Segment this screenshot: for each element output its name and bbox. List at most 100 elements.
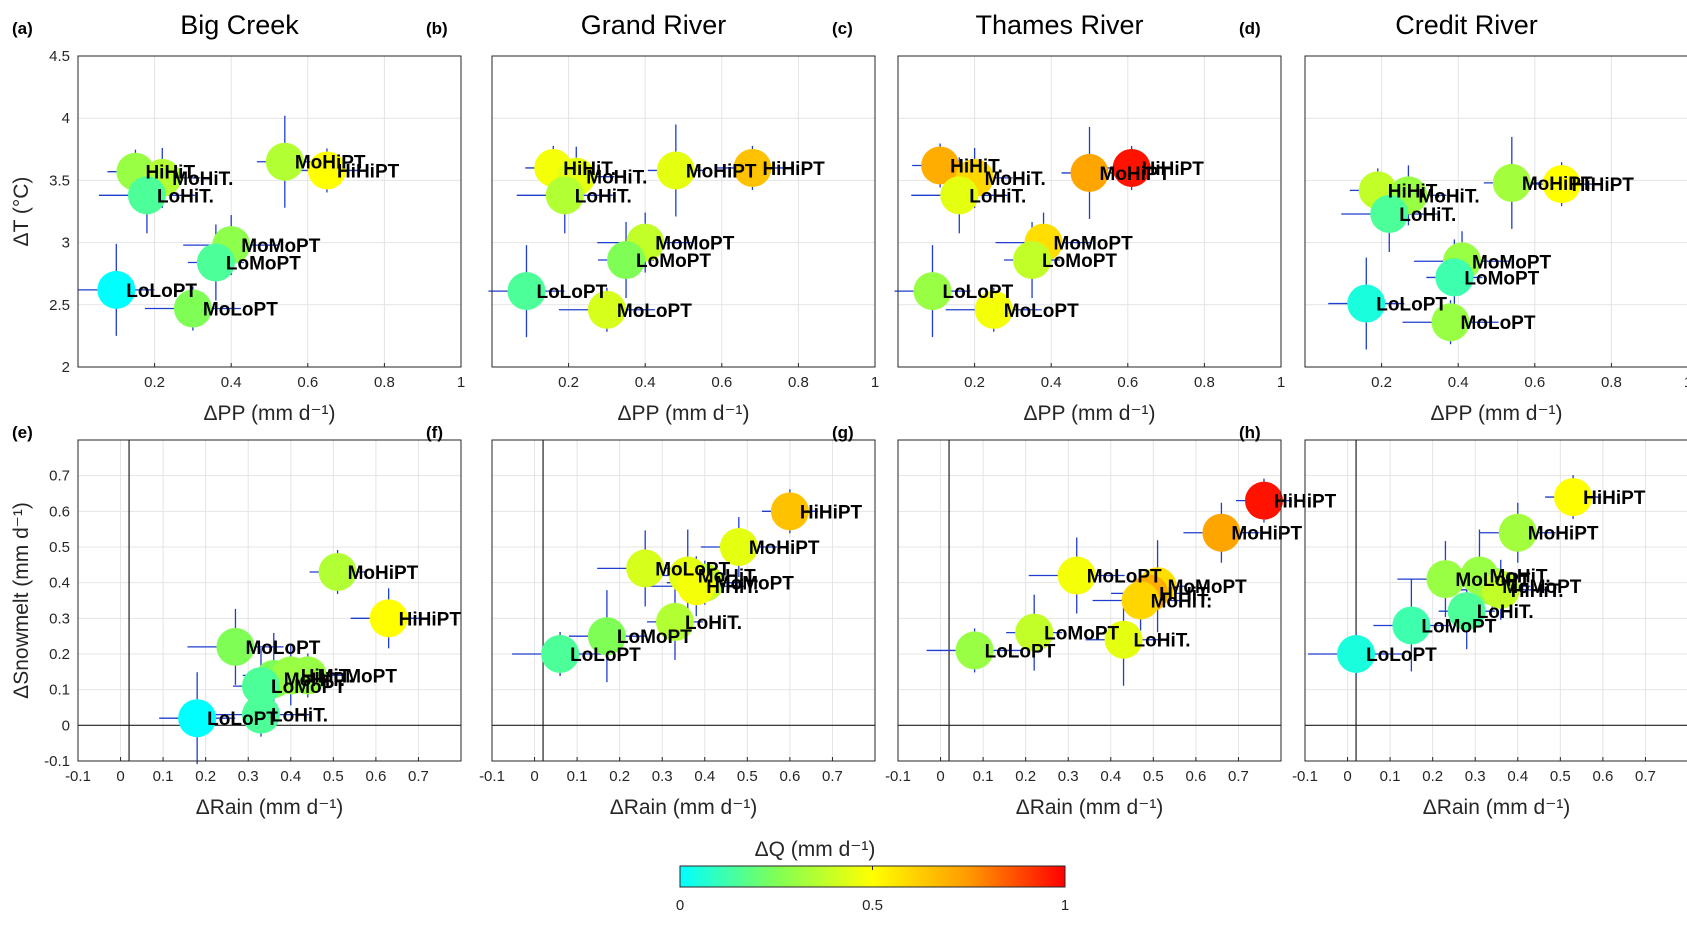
data-point-HiHiPT	[1554, 478, 1593, 517]
x-tick-label: 0.4	[280, 768, 301, 785]
x-tick-label: -0.1	[479, 768, 505, 785]
colorbar-ticks: 0 0.5 1	[676, 866, 1069, 914]
x-tick-label: 0.6	[779, 768, 800, 785]
panel-title: Big Creek	[180, 10, 299, 40]
point-label: MoHiT.	[172, 169, 233, 190]
point-label: MoHiT.	[985, 169, 1046, 190]
x-tick-label: 0.3	[238, 768, 259, 785]
data-point-LoLoPT	[913, 272, 952, 311]
point-label: LoHiT.	[685, 613, 742, 634]
panel-h: HiHiPT MoHiPT MoLoPTMoHiT.MoMoPTHiHiT.LoHi…	[1239, 423, 1687, 819]
x-tick-label: 0.2	[1422, 768, 1443, 785]
data-point-LoLoPT	[541, 635, 580, 673]
x-tick-label: 0.6	[1117, 374, 1138, 391]
x-tick-label: 0.3	[1058, 768, 1079, 785]
data-point-LoLoPT	[1337, 635, 1376, 673]
point-label: LoLoPT	[570, 645, 641, 666]
data-point-HiHiT	[271, 656, 310, 695]
panel-letter: (a)	[12, 19, 33, 38]
point-label: LoMoPT	[1421, 616, 1496, 637]
panel-letter: (c)	[832, 19, 853, 38]
point-label: MoLoPT	[1455, 570, 1530, 591]
x-tick-label: 0.4	[635, 374, 656, 391]
point-label: MoHiT.	[1489, 567, 1550, 588]
data-point-MoLoPT	[1431, 303, 1470, 342]
data-point-LoMoPT	[241, 667, 280, 706]
data-point-LoHiT	[545, 176, 584, 215]
y-tick-label: 3.5	[49, 172, 70, 189]
x-tick-label: 0.1	[567, 768, 588, 785]
plot-frame	[1304, 439, 1687, 762]
point-label: MoLoPT	[655, 559, 730, 580]
point-label: LoHiT.	[271, 706, 328, 727]
x-axis-label: ΔPP (mm d⁻¹)	[1430, 402, 1562, 425]
x-tick-label: 0.8	[1194, 374, 1215, 391]
point-label: LoLoPT	[1376, 295, 1447, 316]
point-label: LoLoPT	[1366, 645, 1437, 666]
point-label: LoMoPT	[636, 251, 711, 272]
y-tick-label: 4	[62, 110, 70, 127]
data-point-LoMoPT	[1015, 613, 1054, 652]
x-tick-label: 0	[116, 768, 124, 785]
point-label: HiHiPT	[1583, 488, 1646, 509]
point-label: MoMoPT	[715, 574, 795, 595]
y-tick-label: 0.6	[49, 503, 70, 520]
x-tick-label: 0.2	[1015, 768, 1036, 785]
point-label: HiHiT.	[563, 159, 616, 180]
data-point-LoLoPT	[507, 272, 546, 311]
plot-frame	[897, 439, 1282, 762]
x-tick-label: 0.6	[711, 374, 732, 391]
x-tick-label: 0.1	[1380, 768, 1401, 785]
y-tick-label: 0.5	[49, 539, 70, 556]
point-label: HiHiT.	[301, 666, 354, 687]
data-point-HiHiPT	[1244, 481, 1283, 520]
point-label: LoMoPT	[617, 627, 692, 648]
x-tick-label: 1	[871, 374, 879, 391]
data-point-LoLoPT	[1347, 284, 1386, 323]
y-tick-label: 0.1	[49, 682, 70, 699]
point-label: MoLoPT	[1004, 301, 1079, 322]
point-label: HiHiPT	[762, 159, 825, 180]
point-label: LoLoPT	[126, 281, 197, 302]
point-label: HiHiPT	[800, 502, 863, 523]
data-point-LoMoPT	[196, 243, 235, 282]
x-tick-label: 0.5	[323, 768, 344, 785]
y-tick-label: 2	[62, 359, 70, 376]
y-tick-label: 0.2	[49, 646, 70, 663]
data-point-MoLoPT	[216, 627, 255, 666]
x-tick-label: 0	[530, 768, 538, 785]
plot-frame	[1304, 55, 1687, 368]
data-point-LoMoPT	[587, 617, 626, 656]
colorbar-tick-label: 0.5	[862, 897, 883, 914]
data-point-LoMoPT	[1013, 241, 1052, 280]
point-label: HiHiPT	[1572, 175, 1635, 196]
point-label: MoMoPT	[1502, 577, 1582, 598]
x-tick-label: 0.4	[1041, 374, 1062, 391]
x-tick-label: 0.7	[1635, 768, 1656, 785]
panel-letter: (d)	[1239, 19, 1261, 38]
data-point-MoHiPT	[1070, 153, 1109, 192]
x-tick-label: 0.1	[973, 768, 994, 785]
point-label: LoHiT.	[1399, 205, 1456, 226]
data-point-MoHiPT	[1202, 513, 1241, 552]
x-tick-label: 0.6	[1185, 768, 1206, 785]
data-point-LoMoPT	[1392, 606, 1431, 645]
x-tick-label: 1	[1684, 374, 1687, 391]
x-tick-label: 0.2	[1371, 374, 1392, 391]
data-point-MoLoPT	[626, 549, 665, 588]
data-point-LoLoPT	[178, 699, 217, 738]
x-tick-label: 0.6	[297, 374, 318, 391]
y-tick-label: -0.1	[44, 753, 70, 770]
data-point-LoLoPT	[97, 270, 136, 309]
panel-g: HiHiPTMoHiPTMoLoPTMoMoPTHiHiT.MoHiT.LoMo…	[832, 423, 1337, 819]
panel-b: HiHiT.MoHiT.LoHiT. MoHiPT HiHiPT MoMoPTLoMo…	[426, 10, 879, 425]
point-label: LoLoPT	[536, 282, 607, 303]
x-tick-label: 0.4	[1100, 768, 1121, 785]
data-point-MoHiPT	[719, 528, 758, 566]
data-point-MoHiPT	[1498, 513, 1537, 552]
x-tick-label: 0.8	[374, 374, 395, 391]
x-tick-label: 0.6	[1592, 768, 1613, 785]
data-point-MoHiPT	[318, 552, 357, 591]
x-tick-label: 0.7	[408, 768, 429, 785]
